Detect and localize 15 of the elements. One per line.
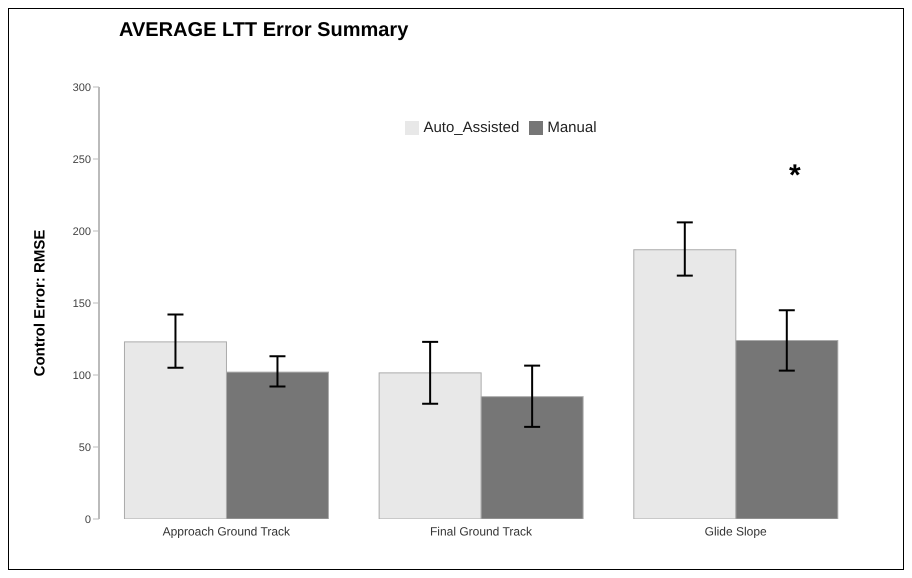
y-tick-label: 250 [72,154,91,166]
y-tick-label: 50 [78,442,91,454]
x-tick-label: Glide Slope [704,524,768,539]
y-tick-label: 100 [72,370,91,382]
y-tick-label: 300 [72,82,91,94]
annotation: * [789,159,801,193]
y-tick-label: 0 [84,514,91,526]
y-tick-label: 200 [72,226,91,238]
x-tick-label: Approach Ground Track [162,524,292,539]
y-axis-title: Control Error: RMSE [31,230,48,376]
chart-title: AVERAGE LTT Error Summary [119,19,408,42]
legend-label: Auto_Assisted [423,119,520,136]
legend-label: Manual [547,119,597,136]
x-tick-label: Final Ground Track [430,524,534,539]
y-tick-label: 150 [72,298,91,310]
